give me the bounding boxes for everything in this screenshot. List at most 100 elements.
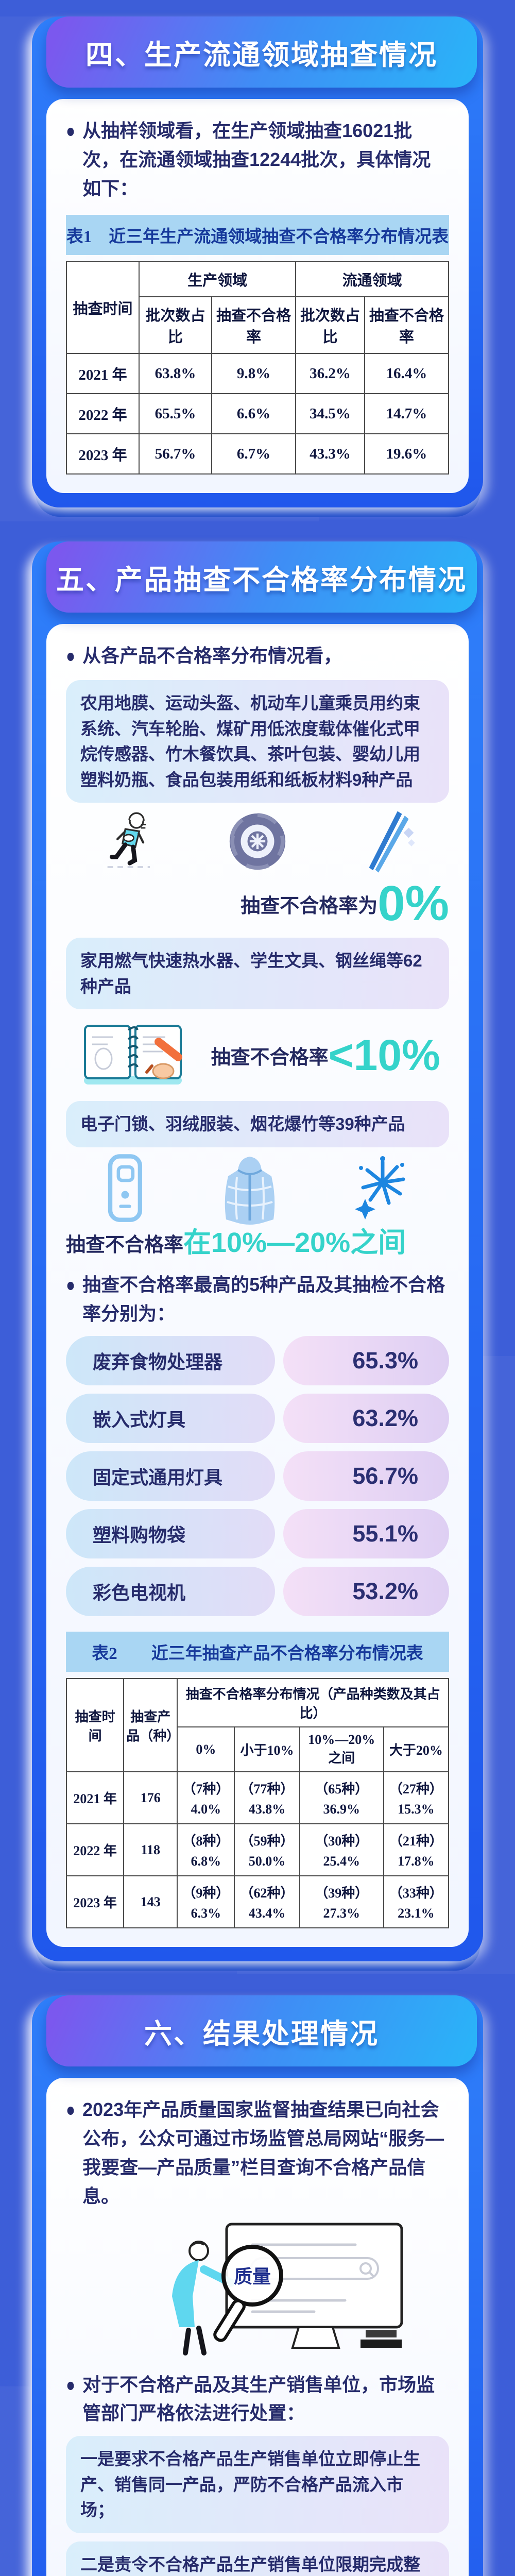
cell: 19.6% [364, 433, 450, 475]
cell: （65种） 36.9% [299, 1771, 384, 1825]
product-rate: 53.2% [283, 1567, 449, 1617]
chopsticks-icon [369, 811, 415, 873]
section6-card: ● 2023年产品质量国家监督抽查结果已向社会公布，公众可通过市场监管总局网站“… [46, 2078, 469, 2576]
top5-row: 彩色电视机 53.2% [66, 1567, 449, 1617]
section5-card: ● 从各产品不合格率分布情况看， 农用地膜、运动头盔、机动车儿童乘员用约束系统、… [46, 624, 469, 1947]
top5-intro-text: 抽查不合格率最高的5种产品及其抽检不合格率分别为： [82, 1274, 445, 1324]
table-row: 批次数占比 抽查不合格率 批次数占比 抽查不合格率 [66, 296, 450, 354]
rate-value: 在10%—20%之间 [183, 1227, 406, 1259]
cell: 176 [123, 1771, 178, 1825]
table2-header-time: 抽查时间 [65, 1678, 125, 1773]
rate-label: 抽查不合格率 [211, 1046, 329, 1069]
section4-header-pill: 四、生产流通领域抽查情况 [46, 16, 477, 88]
zero-rate-products: 农用地膜、运动头盔、机动车儿童乘员用约束系统、汽车轮胎、煤矿用低浓度载体催化式甲… [66, 680, 449, 803]
section5-header-pill: 五、产品抽查不合格率分布情况 [46, 541, 477, 613]
section5-title: 五、产品抽查不合格率分布情况 [56, 564, 467, 596]
under10-caption-row: 抽查不合格率 <10% [66, 1014, 449, 1092]
cell: （62种） 43.4% [234, 1875, 300, 1929]
bullet-icon: ● [66, 120, 76, 142]
cell: （21种） 17.8% [383, 1823, 450, 1877]
cell: （27种） 15.3% [383, 1771, 450, 1825]
range10-20-caption: 抽查不合格率 在10%—20%之间 [66, 1229, 449, 1257]
table2-caption: 表2 近三年抽查产品不合格率分布情况表 [66, 1632, 449, 1672]
cell: （39种） 27.3% [299, 1875, 384, 1929]
under10-products: 家用燃气快速热水器、学生文具、钢丝绳等62种产品 [66, 938, 449, 1010]
helmet-player-icon [107, 812, 150, 868]
fireworks-icon [355, 1156, 405, 1219]
table1-caption: 表1 近三年生产流通领域抽查不合格率分布情况表 [66, 215, 449, 256]
range10-20-icons [66, 1153, 449, 1225]
rate-label: 抽查不合格率为 [241, 895, 378, 917]
product-name: 废弃食物处理器 [66, 1336, 276, 1386]
measure-1: 一是要求不合格产品生产销售单位立即停止生产、销售同一产品，严防不合格产品流入市场… [66, 2436, 449, 2533]
table-row: 0% 小于10% 10%—20%之间 大于20% [66, 1726, 450, 1773]
bullet-icon: ● [66, 2374, 76, 2396]
quality-search-illustration: 质量 [66, 2218, 449, 2362]
rate-label: 抽查不合格率 [66, 1234, 184, 1256]
section-production-circulation: 四、生产流通领域抽查情况 ● 从抽样领域看，在生产领域抽查16021批次，在流通… [32, 16, 483, 508]
table1-subheader: 抽查不合格率 [364, 296, 450, 354]
cell: 143 [123, 1875, 178, 1929]
tire-icon [229, 813, 286, 870]
product-rate: 63.2% [283, 1394, 449, 1444]
top5-row: 塑料购物袋 55.1% [66, 1509, 449, 1559]
cell: 14.7% [364, 393, 450, 435]
cell: 9.8% [211, 353, 297, 395]
cell: 56.7% [138, 433, 212, 475]
zero-rate-caption: 抽查不合格率为 0% [66, 879, 449, 928]
cell: 2022 年 [66, 393, 140, 435]
product-name: 彩色电视机 [66, 1567, 276, 1617]
section5-intro: ● 从各产品不合格率分布情况看， [66, 641, 449, 671]
table1-header-production: 生产领域 [138, 261, 297, 298]
bullet-icon: ● [66, 2099, 76, 2121]
table2-subheader: 10%—20%之间 [299, 1726, 384, 1773]
product-name: 嵌入式灯具 [66, 1394, 276, 1444]
table2-header-count: 抽查产品（种） [123, 1678, 180, 1773]
notebook-pen-icon [84, 1025, 183, 1085]
section6-bullet2: ● 对于不合格产品及其生产销售单位，市场监管部门严格依法进行处置： [66, 2370, 449, 2428]
product-name: 固定式通用灯具 [66, 1451, 276, 1501]
cell: 2023 年 [66, 433, 140, 475]
product-name: 塑料购物袋 [66, 1509, 276, 1559]
rate-value: 0% [377, 876, 449, 931]
under10-caption: 抽查不合格率 <10% [211, 1033, 440, 1077]
section6-bullet1-text: 2023年产品质量国家监督抽查结果已向社会公布，公众可通过市场监管总局网站“服务… [82, 2099, 444, 2207]
cell: 6.7% [211, 433, 297, 475]
down-jacket-icon [225, 1156, 275, 1225]
cell: 65.5% [138, 393, 212, 435]
cell: （59种） 50.0% [234, 1823, 300, 1877]
cell: 2022 年 [65, 1823, 125, 1877]
table-row: 2021 年 63.8% 9.8% 36.2% 16.4% [66, 353, 450, 395]
cell: 2021 年 [66, 353, 140, 395]
section4-intro-text: 从抽样领域看，在生产领域抽查16021批次，在流通领域抽查12244批次，具体情… [82, 120, 431, 199]
table2-subheader: 大于20% [383, 1726, 450, 1773]
table2-subheader: 0% [177, 1726, 235, 1773]
section6-title: 六、结果处理情况 [144, 2018, 379, 2049]
table-row: 2021 年 176 （7种） 4.0% （77种） 43.8% （65种） 36.9… [65, 1771, 450, 1825]
cell: 118 [123, 1823, 178, 1877]
cell: 34.5% [295, 393, 365, 435]
rate-value: <10% [328, 1031, 440, 1080]
door-lock-icon [108, 1154, 143, 1222]
table2-header-dist: 抽查不合格率分布情况（产品种类数及其占比） [177, 1678, 449, 1728]
cell: 36.2% [295, 353, 365, 395]
table-row: 2022 年 118 （8种） 6.8% （59种） 50.0% （30种） 25.4… [65, 1823, 450, 1877]
measure-2: 二是责令不合格产品生产销售单位限期完成整改，并及时对其开展复查； [66, 2541, 449, 2576]
cell: 16.4% [364, 353, 450, 395]
cell: 63.8% [138, 353, 212, 395]
magnifier-label: 质量 [234, 2266, 271, 2287]
cell: （77种） 43.8% [234, 1771, 300, 1825]
section6-bullet1: ● 2023年产品质量国家监督抽查结果已向社会公布，公众可通过市场监管总局网站“… [66, 2095, 449, 2210]
cell: 2021 年 [65, 1771, 125, 1825]
section-result-handling: 六、结果处理情况 ● 2023年产品质量国家监督抽查结果已向社会公布，公众可通过… [32, 1995, 483, 2576]
table1: 抽查时间 生产领域 流通领域 批次数占比 抽查不合格率 批次数占比 抽查不合格率… [66, 261, 450, 475]
top5-row: 废弃食物处理器 65.3% [66, 1336, 449, 1386]
table2-subheader: 小于10% [234, 1726, 300, 1773]
table-row: 抽查时间 生产领域 流通领域 [66, 261, 449, 354]
cell: 2023 年 [65, 1875, 125, 1929]
section5-intro-text: 从各产品不合格率分布情况看， [82, 645, 342, 667]
section4-card: ● 从抽样领域看，在生产领域抽查16021批次，在流通领域抽查12244批次，具… [46, 99, 469, 494]
section6-header-pill: 六、结果处理情况 [46, 1995, 477, 2067]
section6-bullet2-text: 对于不合格产品及其生产销售单位，市场监管部门严格依法进行处置： [82, 2374, 435, 2424]
top5-row: 固定式通用灯具 56.7% [66, 1451, 449, 1501]
